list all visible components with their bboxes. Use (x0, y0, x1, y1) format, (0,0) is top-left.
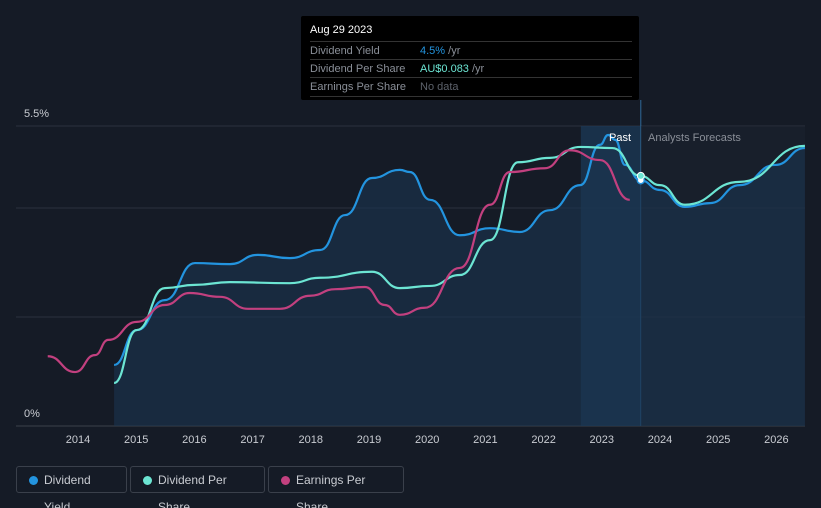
x-tick-label: 2024 (648, 434, 672, 446)
y-label-bottom: 0% (24, 408, 40, 420)
x-tick-label: 2020 (415, 434, 439, 446)
row-unit: /yr (468, 63, 485, 75)
dps-marker (636, 171, 645, 180)
row-value: 4.5% (420, 45, 446, 57)
x-tick-label: 2017 (240, 434, 264, 446)
x-tick-label: 2018 (299, 434, 323, 446)
series-line-dividend-per-share (113, 144, 805, 385)
x-tick-label: 2021 (473, 434, 497, 446)
x-tick-label: 2014 (66, 434, 90, 446)
legend-dot-icon (281, 476, 290, 485)
row-value: AU$0.083 (420, 63, 469, 75)
row-unit: /yr (445, 45, 461, 57)
tooltip-date: Aug 29 2023 (310, 24, 373, 36)
x-tick-label: 2022 (531, 434, 555, 446)
series-line-dividend-yield (113, 133, 806, 367)
row-label: Dividend Per Share (310, 63, 406, 75)
forecast-label: Analysts Forecasts (648, 132, 741, 144)
legend-dividend-yield[interactable]: Dividend Yield (16, 466, 127, 508)
tooltip-row-eps: Earnings Per Share No data (310, 77, 632, 97)
legend-label: Dividend Yield (44, 473, 91, 508)
legend-dot-icon (143, 476, 152, 485)
x-tick-label: 2016 (182, 434, 206, 446)
legend-label: Dividend Per Share (158, 473, 227, 508)
x-tick-label: 2019 (357, 434, 381, 446)
past-label: Past (609, 132, 632, 144)
x-tick-label: 2025 (706, 434, 730, 446)
x-tick-label: 2023 (590, 434, 614, 446)
legend-earnings-per-share[interactable]: Earnings Per Share (268, 466, 404, 508)
row-value: No data (420, 81, 459, 93)
tooltip: Aug 29 2023 Dividend Yield 4.5% /yr Divid… (301, 16, 639, 100)
row-label: Earnings Per Share (310, 81, 406, 93)
legend-dot-icon (29, 476, 38, 485)
x-tick-label: 2015 (124, 434, 148, 446)
yield-area (114, 134, 805, 426)
tooltip-row-yield: Dividend Yield 4.5% /yr (310, 41, 632, 60)
series-line-earnings-per-share (47, 149, 631, 374)
tooltip-row-dps: Dividend Per Share AU$0.083 /yr (310, 59, 632, 78)
row-label: Dividend Yield (310, 45, 380, 57)
y-label-top: 5.5% (24, 108, 50, 120)
legend-label: Earnings Per Share (296, 473, 366, 508)
x-tick-label: 2026 (764, 434, 788, 446)
legend-dividend-per-share[interactable]: Dividend Per Share (130, 466, 265, 508)
